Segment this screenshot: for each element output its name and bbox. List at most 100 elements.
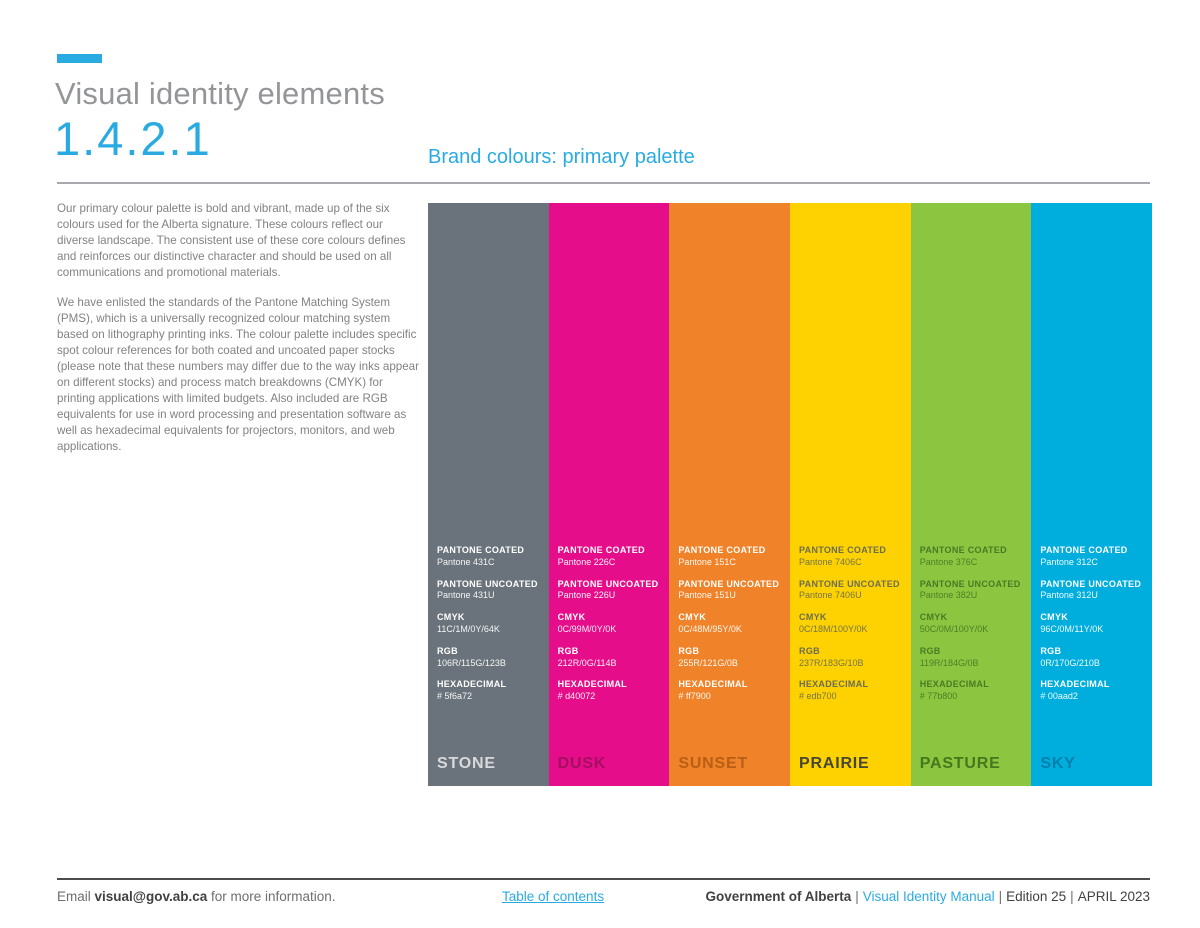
swatch-specs: PANTONE COATED Pantone 431C PANTONE UNCOAT… [437,545,546,713]
spec-label-cmyk: CMYK [919,612,948,623]
spec-label-cmyk: CMYK [678,612,707,623]
spec-label-rgb: RGB [437,645,458,656]
spec-label-hex: HEXADECIMAL [1040,679,1110,690]
intro-paragraph-1: Our primary colour palette is bold and v… [57,202,406,279]
intro-paragraph-2: We have enlisted the standards of the Pa… [57,295,419,453]
swatch-stone: PANTONE COATED Pantone 431C PANTONE UNCOAT… [428,203,549,786]
spec-value-pantone_coated: Pantone 151C [678,556,736,567]
spec-value-hex: # edb700 [799,691,837,702]
spec-value-cmyk: 0C/18M/100Y/0K [799,623,868,634]
palette-swatches: PANTONE COATED Pantone 431C PANTONE UNCOAT… [428,203,1153,786]
manual-link[interactable]: Visual Identity Manual [862,889,995,904]
spec-label-pantone_coated: PANTONE COATED [1040,545,1128,555]
swatch-name-label: SKY [1040,755,1076,772]
spec-label-cmyk: CMYK [437,612,465,623]
spec-value-pantone_uncoated: Pantone 7406U [799,590,862,601]
spec-label-cmyk: CMYK [557,612,586,623]
spec-value-hex: # 77b800 [919,691,958,702]
page-subtitle: Brand colours: primary palette [428,146,695,168]
spec-value-pantone_uncoated: Pantone 312U [1040,590,1098,601]
toc-link[interactable]: Table of contents [502,889,605,904]
spec-value-pantone_uncoated: Pantone 382U [919,590,978,601]
swatch-dusk: PANTONE COATED Pantone 226C PANTONE UNCOAT… [548,203,670,786]
spec-value-cmyk: 96C/0M/11Y/0K [1040,623,1104,634]
spec-value-pantone_uncoated: Pantone 431U [437,590,495,601]
spec-label-pantone_uncoated: PANTONE UNCOATED [557,578,659,589]
footer-divider [57,878,1150,880]
email-link[interactable]: visual@gov.ab.ca [94,889,208,904]
spec-value-rgb: 0R/170G/210B [1040,657,1100,668]
swatch-name-label: DUSK [557,755,607,772]
spec-value-pantone_coated: Pantone 7406C [799,556,862,567]
spec-label-pantone_uncoated: PANTONE UNCOATED [799,578,900,589]
spec-label-pantone_uncoated: PANTONE UNCOATED [919,578,1021,589]
spec-value-rgb: 106R/115G/123B [437,657,506,668]
page-title: Visual identity elements [55,76,385,111]
spec-value-rgb: 255R/121G/0B [678,657,738,668]
spec-label-rgb: RGB [557,645,579,656]
spec-label-rgb: RGB [919,645,941,656]
top-divider [57,182,1150,184]
spec-value-hex: # 5f6a72 [437,691,473,702]
spec-label-pantone_coated: PANTONE COATED [557,545,645,555]
spec-value-cmyk: 50C/0M/100Y/0K [919,623,989,634]
spec-value-hex: # ff7900 [678,691,711,702]
swatch-specs: PANTONE COATED Pantone 312C PANTONE UNCOAT… [1040,545,1149,713]
swatch-prairie: PANTONE COATED Pantone 7406C PANTONE UNCOA… [790,203,911,786]
spec-label-pantone_coated: PANTONE COATED [919,545,1007,555]
org-name: Government of Alberta [705,889,852,904]
swatch-name-label: PASTURE [919,755,1001,772]
spec-value-rgb: 119R/184G/0B [919,657,979,668]
spec-value-cmyk: 11C/1M/0Y/64K [437,623,500,634]
spec-value-hex: # d40072 [557,691,596,702]
swatch-specs: PANTONE COATED Pantone 376C PANTONE UNCOAT… [920,545,1029,713]
spec-label-hex: HEXADECIMAL [437,679,507,690]
spec-value-pantone_coated: Pantone 431C [437,556,495,567]
spec-label-hex: HEXADECIMAL [919,679,989,690]
spec-label-pantone_uncoated: PANTONE UNCOATED [437,578,538,589]
spec-label-pantone_coated: PANTONE COATED [678,545,766,555]
intro-text: Our primary colour palette is bold and v… [57,201,419,469]
spec-value-hex: # 00aad2 [1040,691,1078,702]
spec-label-rgb: RGB [799,645,820,656]
spec-label-pantone_uncoated: PANTONE UNCOATED [1040,578,1142,589]
spec-label-pantone_coated: PANTONE COATED [799,545,887,555]
email-suffix: for more information. [207,889,336,904]
spec-value-rgb: 237R/183G/10B [799,657,864,668]
swatch-specs: PANTONE COATED Pantone 226C PANTONE UNCOAT… [558,545,667,713]
spec-label-pantone_coated: PANTONE COATED [437,545,525,555]
spec-label-hex: HEXADECIMAL [557,679,627,690]
spec-label-pantone_uncoated: PANTONE UNCOATED [678,578,780,589]
spec-value-cmyk: 0C/99M/0Y/0K [557,623,617,634]
separator: | [855,889,859,904]
email-prefix: Email [57,889,95,904]
swatch-sky: PANTONE COATED Pantone 312C PANTONE UNCOAT… [1031,203,1153,786]
swatch-name-label: PRAIRIE [799,755,870,772]
spec-value-rgb: 212R/0G/114B [557,657,617,668]
spec-label-cmyk: CMYK [1040,612,1069,623]
swatch-sunset: PANTONE COATED Pantone 151C PANTONE UNCOAT… [669,203,791,786]
spec-value-pantone_uncoated: Pantone 151U [678,590,736,601]
spec-label-rgb: RGB [678,645,700,656]
email-note: Email visual@gov.ab.ca for more informat… [57,889,336,904]
footer-meta: Government of Alberta | Visual Identity Ma… [705,889,1150,904]
spec-value-pantone_coated: Pantone 226C [557,556,616,567]
swatch-name-label: SUNSET [678,755,749,772]
swatch-specs: PANTONE COATED Pantone 151C PANTONE UNCOAT… [678,545,787,713]
spec-value-cmyk: 0C/48M/95Y/0K [678,623,742,634]
spec-value-pantone_uncoated: Pantone 226U [557,590,616,601]
spec-value-pantone_coated: Pantone 376C [919,556,978,567]
accent-bar [57,54,102,63]
swatch-pasture: PANTONE COATED Pantone 376C PANTONE UNCOAT… [910,203,1032,786]
spec-label-rgb: RGB [1040,645,1062,656]
spec-label-hex: HEXADECIMAL [799,679,869,690]
spec-label-hex: HEXADECIMAL [678,679,748,690]
swatch-specs: PANTONE COATED Pantone 7406C PANTONE UNCOA… [799,545,908,713]
date-label: APRIL 2023 [1077,889,1150,904]
separator: | [998,889,1003,904]
separator: | [1070,889,1074,904]
edition-label: Edition 25 [1006,889,1067,904]
spec-value-pantone_coated: Pantone 312C [1040,556,1098,567]
swatch-name-label: STONE [437,755,496,772]
